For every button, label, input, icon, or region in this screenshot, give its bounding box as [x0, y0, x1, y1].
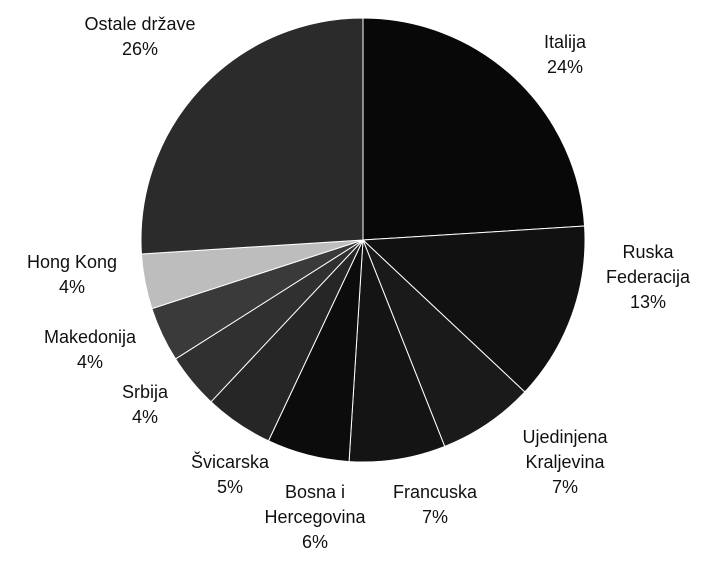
value-label: 7%: [551, 477, 578, 497]
category-label: Ostale države: [84, 14, 196, 34]
value-label: 6%: [301, 532, 328, 552]
slice-label: Ruska Federacija 13%: [593, 240, 703, 315]
value-label: 4%: [58, 277, 85, 297]
slice-label: Bosna i Hercegovina 6%: [263, 480, 368, 555]
category-label: Ujedinjena Kraljevina: [522, 427, 608, 472]
category-label: Ruska Federacija: [605, 242, 691, 287]
category-label: Italija: [543, 32, 587, 52]
pie-slice: [140, 17, 364, 255]
pie-slice: [361, 225, 586, 393]
category-label: Srbija: [121, 382, 169, 402]
category-label: Švicarska: [190, 452, 270, 472]
slice-label: Italija 24%: [505, 30, 625, 80]
value-label: 4%: [131, 407, 158, 427]
slice-label: Hong Kong 4%: [12, 250, 132, 300]
value-label: 24%: [546, 57, 584, 77]
slice-label: Švicarska 5%: [175, 450, 285, 500]
value-label: 7%: [421, 507, 448, 527]
category-label: Francuska: [392, 482, 478, 502]
category-label: Hong Kong: [26, 252, 118, 272]
slice-label: Francuska 7%: [380, 480, 490, 530]
value-label: 4%: [76, 352, 103, 372]
slice-label: Ostale države 26%: [60, 12, 220, 62]
slice-label: Ujedinjena Kraljevina 7%: [510, 425, 620, 500]
pie-slice: [362, 17, 586, 241]
slice-label: Makedonija 4%: [25, 325, 155, 375]
category-label: Makedonija: [43, 327, 137, 347]
value-label: 5%: [216, 477, 243, 497]
slice-label: Srbija 4%: [105, 380, 185, 430]
value-label: 13%: [629, 292, 667, 312]
value-label: 26%: [121, 39, 159, 59]
category-label: Bosna i Hercegovina: [264, 482, 366, 527]
